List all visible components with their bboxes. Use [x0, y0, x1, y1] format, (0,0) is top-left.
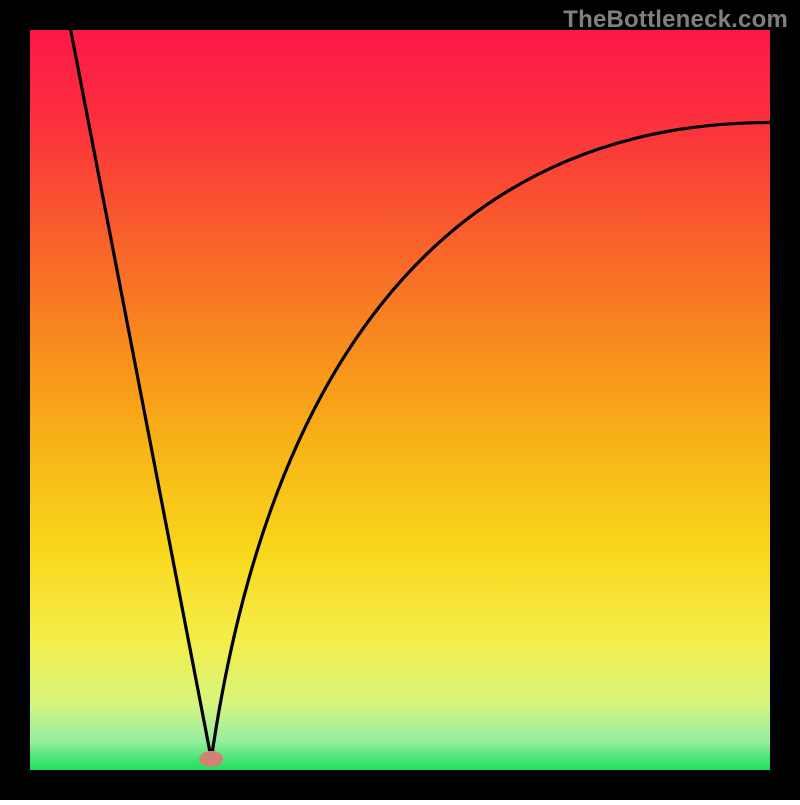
chart-canvas [0, 0, 800, 800]
chart-svg [0, 0, 800, 800]
minimum-marker [199, 751, 223, 767]
